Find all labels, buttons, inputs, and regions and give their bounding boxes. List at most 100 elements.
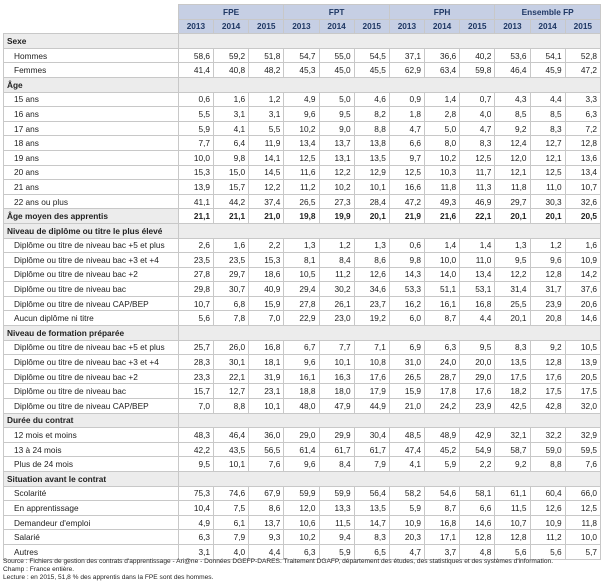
data-row: Diplôme ou titre de niveau CAP/BEP 10,7 6,…	[3, 295, 602, 312]
cell: 12,5	[459, 149, 496, 166]
cell: 4,4	[459, 310, 496, 327]
data-row: Diplôme ou titre de niveau bac 15,7 12,7 23…	[3, 383, 602, 400]
cell: 18,8	[283, 383, 320, 400]
cell: 16,8	[459, 295, 496, 312]
section-fill	[177, 222, 602, 239]
cell: 11,9	[248, 135, 285, 151]
cell: 48,5	[388, 427, 426, 443]
cell: 15,9	[248, 295, 285, 312]
cell: 47,9	[318, 398, 355, 414]
table-body: Sexe Hommes 58,6 59,2 51,8 54,7 55,0 54,5 37,1 36…	[3, 33, 602, 560]
data-row: Plus de 24 mois 9,5 10,1 7,6 9,6 8,4 7,9 4,1 5,9…	[3, 456, 602, 472]
cell: 4,4	[248, 543, 285, 560]
cell: 9,2	[494, 120, 531, 137]
cell: 32,9	[564, 427, 602, 443]
table-head: FPE FPT FPH Ensemble FP 2013 2014 2015 2013 2014…	[3, 4, 602, 35]
data-row: 20 ans 15,3 15,0 14,5 11,6 12,2 12,9 12,5 10,3 11…	[3, 164, 602, 181]
cell: 12,0	[494, 149, 531, 166]
cell: 6,3	[177, 529, 215, 545]
cell: 6,3	[564, 106, 602, 122]
cell: 2,6	[177, 237, 215, 254]
row-label: Diplôme ou titre de niveau bac +2	[3, 266, 179, 283]
row-label: 19 ans	[3, 149, 179, 166]
cell: 42,9	[459, 427, 496, 443]
cell: 40,2	[459, 47, 496, 64]
data-row: 18 ans 7,7 6,4 11,9 13,4 13,7 13,8 6,6 8,0 8,3 12,…	[3, 135, 602, 151]
row-label: 12 mois et moins	[3, 427, 179, 443]
section-row: Âge moyen des apprentis 21,1 21,1 21,0 19,8 1…	[3, 208, 602, 224]
cell: 55,0	[318, 47, 355, 64]
section-fill	[177, 471, 602, 487]
cell: 17,6	[459, 383, 496, 400]
cell: 10,5	[283, 266, 320, 283]
cell: 17,5	[529, 383, 566, 400]
data-row: Autres 3,1 4,0 4,4 6,3 5,9 6,5 4,7 3,7 4,8 5,6 5,6 5…	[3, 543, 602, 560]
cell: 56,4	[353, 485, 390, 502]
cell: 10,0	[564, 529, 602, 545]
cell: 13,7	[318, 135, 355, 151]
cell: 13,3	[318, 500, 355, 516]
cell: 54,1	[529, 47, 566, 64]
cell: 9,0	[318, 120, 355, 137]
cell: 5,5	[177, 106, 215, 122]
cell: 41,4	[177, 62, 215, 78]
row-label: 17 ans	[3, 120, 179, 137]
cell: 10,5	[564, 339, 602, 356]
cell: 4,1	[212, 120, 250, 137]
cell: 4,1	[388, 456, 426, 472]
cell: 46,9	[459, 193, 496, 210]
cell: 6,9	[388, 339, 426, 356]
cell: 9,3	[248, 529, 285, 545]
cell: 20,8	[529, 310, 566, 327]
row-label: Diplôme ou titre de niveau CAP/BEP	[3, 398, 179, 414]
cell: 32,1	[494, 427, 531, 443]
cell: 61,4	[283, 441, 320, 458]
cell: 4,9	[283, 91, 320, 108]
cell: 16,8	[423, 514, 461, 531]
cell: 15,3	[177, 164, 215, 181]
cell: 61,1	[494, 485, 531, 502]
cell: 30,3	[529, 193, 566, 210]
cell: 11,2	[529, 529, 566, 545]
cell: 21,6	[423, 208, 461, 224]
cell: 18,0	[318, 383, 355, 400]
cell: 8,7	[423, 500, 461, 516]
year-header: 2014	[212, 18, 250, 35]
cell: 1,2	[248, 91, 285, 108]
cell: 54,9	[459, 441, 496, 458]
data-row: 15 ans 0,6 1,6 1,2 4,9 5,0 4,6 0,9 1,4 0,7 4,3 4,4 3…	[3, 91, 602, 108]
cell: 49,3	[423, 193, 461, 210]
cell: 7,0	[177, 398, 215, 414]
cell: 14,7	[353, 514, 390, 531]
cell: 16,6	[388, 179, 426, 195]
cell: 7,8	[212, 310, 250, 327]
cell: 15,0	[212, 164, 250, 181]
cell: 1,3	[353, 237, 390, 254]
cell: 13,4	[564, 164, 602, 181]
cell: 58,1	[459, 485, 496, 502]
group-header: Ensemble FP	[494, 4, 601, 20]
cell: 31,7	[529, 281, 566, 297]
year-header: 2013	[388, 18, 426, 35]
cell: 20,5	[564, 368, 602, 385]
cell: 26,5	[283, 193, 320, 210]
group-header: FPT	[283, 4, 390, 20]
cell: 10,1	[212, 456, 250, 472]
cell: 30,4	[353, 427, 390, 443]
cell: 10,2	[423, 149, 461, 166]
cell: 14,0	[423, 266, 461, 283]
cell: 29,0	[459, 368, 496, 385]
cell: 4,6	[353, 91, 390, 108]
cell: 31,9	[248, 368, 285, 385]
table-wrap: FPE FPT FPH Ensemble FP 2013 2014 2015 2013 2014…	[3, 4, 602, 560]
cell: 20,1	[529, 208, 566, 224]
cell: 5,0	[423, 120, 461, 137]
cell: 8,4	[318, 252, 355, 268]
cell: 20,6	[564, 295, 602, 312]
cell: 5,7	[564, 543, 602, 560]
cell: 31,4	[494, 281, 531, 297]
cell: 47,2	[388, 193, 426, 210]
cell: 3,1	[212, 106, 250, 122]
row-label: Diplôme ou titre de niveau bac +2	[3, 368, 179, 385]
cell: 6,7	[283, 339, 320, 356]
